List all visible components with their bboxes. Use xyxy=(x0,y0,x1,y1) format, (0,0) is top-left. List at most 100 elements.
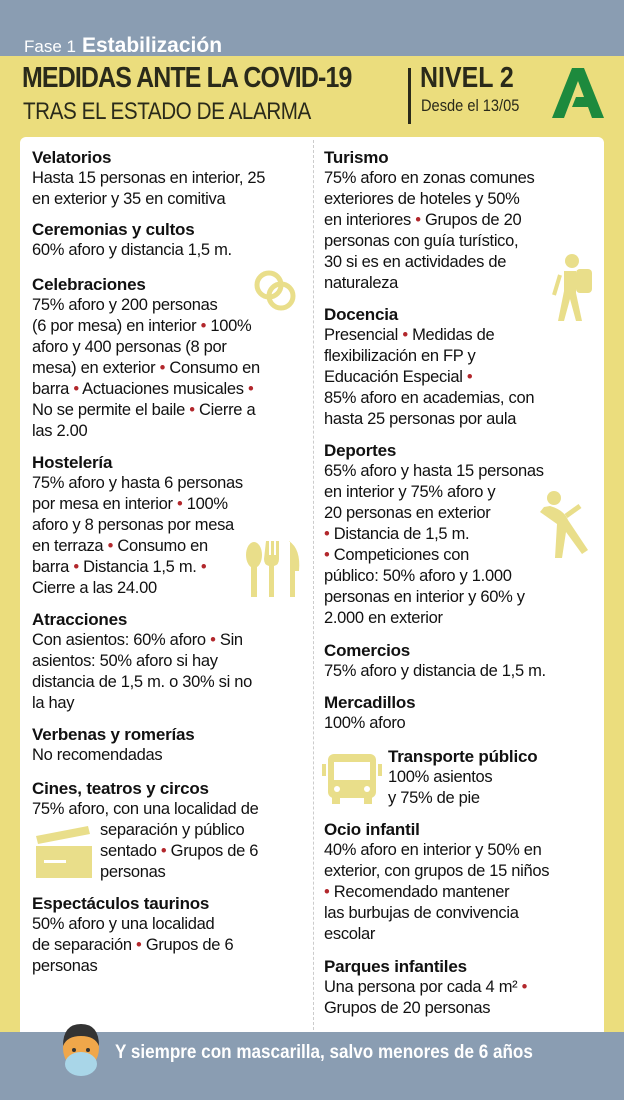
footer-text: Y siempre con mascarilla, salvo menores … xyxy=(115,1042,533,1063)
page-subtitle: TRAS EL ESTADO DE ALARMA xyxy=(23,98,311,125)
section-text-line: Con asientos: 60% aforo • Sin xyxy=(32,631,243,649)
wedding-rings-icon xyxy=(254,270,296,311)
content-card xyxy=(20,137,604,1032)
top-bar xyxy=(0,0,624,56)
since-date: Desde el 13/05 xyxy=(421,96,520,115)
bullet-separator: • xyxy=(402,326,408,344)
phase-label: Fase 1 Estabilización xyxy=(24,34,222,58)
bullet-separator: • xyxy=(200,317,207,335)
level-label: NIVEL 2 xyxy=(420,62,514,94)
section-title: Verbenas y romerías xyxy=(32,725,195,744)
junta-logo-icon xyxy=(552,68,604,118)
section-text-line: en terraza • Consumo en xyxy=(32,537,208,555)
bullet-separator: • xyxy=(200,558,207,576)
section-title: Velatorios xyxy=(32,148,112,167)
section-text-line: distancia de 1,5 m. o 30% si no xyxy=(32,673,253,691)
section-celebraciones: Celebraciones 75% aforo y 200 personas (6 … xyxy=(32,274,322,442)
cutlery-icon xyxy=(246,541,300,597)
section-atracciones: Atracciones Con asientos: 60% aforo • Sin… xyxy=(32,609,322,714)
section-turismo: Turismo 75% aforo en zonas comunes exterio… xyxy=(324,147,614,294)
section-text-line: la hay xyxy=(32,694,75,712)
section-espectaculos-taurinos: Espectáculos taurinos 50% aforo y una loc… xyxy=(32,893,322,977)
section-text-line: 85% aforo en academias, con xyxy=(324,389,535,407)
child-with-mask-icon xyxy=(63,1024,99,1076)
section-text-line: No se permite el baile • Cierre a xyxy=(32,401,256,419)
section-cines-teatros-y-circos: Cines, teatros y circos 75% aforo, con un… xyxy=(32,778,322,883)
section-text-line: mesa) en exterior • Consumo en xyxy=(32,359,260,377)
section-text-line: 100% asientos xyxy=(388,768,493,786)
divider xyxy=(408,68,411,124)
bullet-separator: • xyxy=(136,936,142,954)
section-title: Celebraciones xyxy=(32,275,146,294)
section-text-line: sentado • Grupos de 6 xyxy=(100,842,259,860)
section-text-line: hasta 25 personas por aula xyxy=(324,410,517,428)
section-text-line: 30 si es en actividades de xyxy=(324,253,507,271)
page-title: MEDIDAS ANTE LA COVID-19 xyxy=(22,62,352,94)
section-text-line: escolar xyxy=(324,925,376,943)
bullet-separator: • xyxy=(324,883,330,901)
section-text-line: personas xyxy=(32,957,98,975)
bullet-separator: • xyxy=(521,978,528,996)
section-docencia: Docencia Presencial • Medidas de flexibili… xyxy=(324,304,614,430)
bullet-separator: • xyxy=(159,359,166,377)
bullet-separator: • xyxy=(324,525,330,543)
section-text-line: aforo y 8 personas por mesa xyxy=(32,516,234,534)
bullet-separator: • xyxy=(177,495,183,513)
section-title: Docencia xyxy=(324,305,398,324)
section-title: Deportes xyxy=(324,441,397,460)
section-title: Cines, teatros y circos xyxy=(32,779,209,798)
section-title: Comercios xyxy=(324,641,411,660)
section-text-line: las 2.00 xyxy=(32,422,88,440)
section-text-line: 75% aforo y hasta 6 personas xyxy=(32,474,243,492)
section-title: Parques infantiles xyxy=(324,957,467,976)
section-text-line: 40% aforo en interior y 50% en xyxy=(324,841,542,859)
section-ceremonias-y-cultos: Ceremonias y cultos 60% aforo y distancia… xyxy=(32,219,322,261)
footer-bar xyxy=(0,1032,624,1100)
section-text-line: (6 por mesa) en interior • 100% xyxy=(32,317,252,335)
section-comercios: Comercios 75% aforo y distancia de 1,5 m. xyxy=(324,640,614,682)
section-text-line: 100% aforo xyxy=(324,714,406,732)
section-text-line: 60% aforo y distancia 1,5 m. xyxy=(32,241,232,259)
section-text-line: • Recomendado mantener xyxy=(324,883,510,901)
bullet-separator: • xyxy=(73,380,79,398)
section-text-line: personas xyxy=(100,863,166,881)
section-text-line: barra • Actuaciones musicales • xyxy=(32,380,254,398)
section-hosteleria: Hostelería 75% aforo y hasta 6 personas po… xyxy=(32,452,322,599)
section-text-line: barra • Distancia 1,5 m. • xyxy=(32,558,207,576)
section-title: Turismo xyxy=(324,148,389,167)
section-text-line: Grupos de 20 personas xyxy=(324,999,491,1017)
section-ocio-infantil: Ocio infantil 40% aforo en interior y 50%… xyxy=(324,819,614,945)
section-text-line: por mesa en interior • 100% xyxy=(32,495,228,513)
section-text-line: 75% aforo, con una localidad de xyxy=(32,800,259,818)
bullet-separator: • xyxy=(247,380,254,398)
section-title: Ocio infantil xyxy=(324,820,420,839)
phase-number: Fase 1 xyxy=(24,37,76,56)
bus-icon xyxy=(322,754,382,804)
section-text-line: Cierre a las 24.00 xyxy=(32,579,157,597)
section-text-line: público: 50% aforo y 1.000 xyxy=(324,567,512,585)
section-text-line: personas en interior y 60% y xyxy=(324,588,525,606)
section-title: Atracciones xyxy=(32,610,128,629)
section-text-line: 2.000 en exterior xyxy=(324,609,443,627)
section-text-line: 75% aforo en zonas comunes xyxy=(324,169,535,187)
section-text-line: personas con guía turístico, xyxy=(324,232,519,250)
section-text-line: Educación Especial • xyxy=(324,368,473,386)
section-text-line: Presencial • Medidas de xyxy=(324,326,495,344)
section-text-line: 65% aforo y hasta 15 personas xyxy=(324,462,544,480)
section-text-line: No recomendadas xyxy=(32,746,163,764)
section-text-line: en exterior y 35 en comitiva xyxy=(32,190,226,208)
section-text-line: Una persona por cada 4 m² • xyxy=(324,978,528,996)
clapperboard-icon xyxy=(36,826,92,878)
bullet-separator: • xyxy=(73,558,79,576)
section-text-line: flexibilización en FP y xyxy=(324,347,476,365)
section-text-line: y 75% de pie xyxy=(388,789,480,807)
section-title: Espectáculos taurinos xyxy=(32,894,210,913)
section-verbenas-y-romerias: Verbenas y romerías No recomendadas xyxy=(32,724,322,766)
bullet-separator: • xyxy=(324,546,330,564)
bullet-separator: • xyxy=(189,401,195,419)
phase-name: Estabilización xyxy=(81,34,223,57)
section-text-line: las burbujas de convivencia xyxy=(324,904,519,922)
section-velatorios: Velatorios Hasta 15 personas en interior,… xyxy=(32,147,322,210)
section-transporte-publico: Transporte público 100% asientos y 75% de … xyxy=(324,746,614,809)
section-text-line: 75% aforo y distancia de 1,5 m. xyxy=(324,662,546,680)
